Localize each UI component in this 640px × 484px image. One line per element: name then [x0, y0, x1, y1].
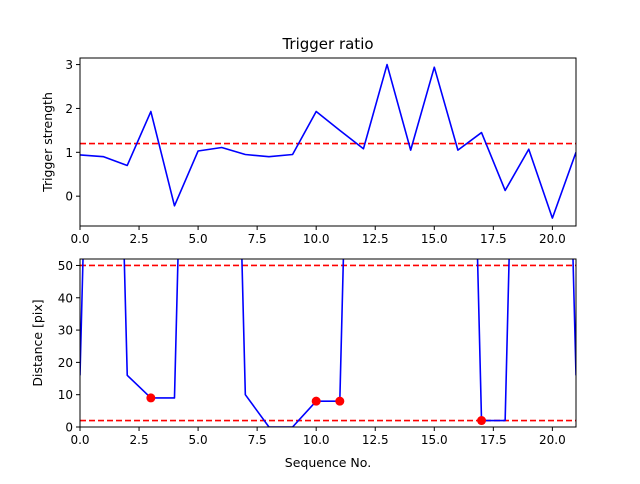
y-axis-ticks: 0 1 2 3	[65, 58, 80, 204]
y-axis-label: Distance [pix]	[30, 299, 45, 386]
x-tick-label: 2.5	[130, 433, 149, 447]
x-tick-label: 2.5	[130, 232, 149, 246]
x-axis-ticks: 0.0 2.5 5.0 7.5 10.0 12.5 15.0 17.5 20.0	[70, 427, 566, 447]
series-lines	[80, 259, 576, 427]
x-tick-label: 7.5	[248, 232, 267, 246]
marker-points	[146, 393, 487, 426]
plot-background	[80, 259, 576, 427]
x-tick-label: 20.0	[539, 433, 566, 447]
y-axis-ticks: 0 10 20 30 40 50	[58, 259, 80, 435]
threshold-lines	[80, 264, 576, 422]
x-tick-label: 17.5	[480, 433, 507, 447]
y-tick-label: 20	[58, 356, 73, 370]
series-lines	[80, 63, 576, 219]
y-tick-label: 10	[58, 388, 73, 402]
plot-frame	[79, 57, 577, 227]
x-tick-label: 15.0	[421, 433, 448, 447]
chart-title: Trigger ratio	[281, 35, 373, 53]
x-tick-label: 20.0	[539, 232, 566, 246]
y-tick-label: 3	[65, 58, 73, 72]
x-tick-label: 12.5	[362, 232, 389, 246]
x-tick-label: 0.0	[70, 232, 89, 246]
x-tick-label: 5.0	[189, 232, 208, 246]
x-tick-label: 17.5	[480, 232, 507, 246]
marker-point	[146, 393, 156, 403]
series-line	[80, 259, 576, 427]
plot-frame	[79, 258, 577, 428]
x-axis-label: Sequence No.	[285, 455, 371, 470]
y-tick-label: 0	[65, 190, 73, 204]
y-tick-label: 30	[58, 324, 73, 338]
marker-point	[335, 396, 345, 406]
y-tick-label: 2	[65, 102, 73, 116]
x-tick-label: 10.0	[303, 232, 330, 246]
x-tick-label: 15.0	[421, 232, 448, 246]
marker-point	[311, 396, 321, 406]
series-line	[80, 63, 576, 219]
marker-point	[477, 416, 487, 426]
x-tick-label: 5.0	[189, 433, 208, 447]
x-tick-label: 10.0	[303, 433, 330, 447]
chart-distance: 0.0 2.5 5.0 7.5 10.0 12.5 15.0 17.5 20.0 0 10 20 30…	[30, 258, 577, 470]
x-axis-ticks: 0.0 2.5 5.0 7.5 10.0 12.5 15.0 17.5 20.0	[70, 226, 566, 246]
x-tick-label: 7.5	[248, 433, 267, 447]
y-tick-label: 40	[58, 291, 73, 305]
y-axis-label: Trigger strength	[40, 92, 55, 193]
y-tick-label: 0	[65, 421, 73, 435]
x-tick-label: 12.5	[362, 433, 389, 447]
y-tick-label: 50	[58, 259, 73, 273]
x-tick-label: 0.0	[70, 433, 89, 447]
y-tick-label: 1	[65, 146, 73, 160]
